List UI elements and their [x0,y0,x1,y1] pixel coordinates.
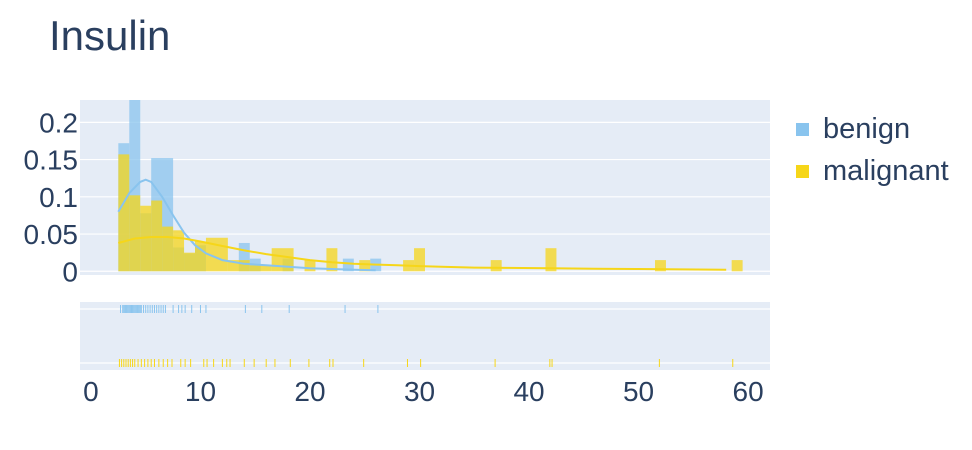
histogram-bar-malignant [359,260,371,272]
rug-plot-area [80,302,770,370]
y-tick-label: 0.05 [24,219,79,250]
legend-label-malignant: malignant [823,154,949,187]
histogram-bar-malignant [414,248,425,272]
legend-item-malignant[interactable]: malignant [796,150,949,192]
histogram-bar-malignant [655,260,666,272]
histogram-bar-malignant [304,260,316,272]
rug-malignant [118,359,734,367]
legend-swatch-malignant [796,164,809,178]
chart-title: Insulin [49,12,171,59]
x-tick-label: 0 [83,376,99,407]
histogram-bar-malignant [129,195,141,272]
y-tick-label: 0.2 [39,107,78,138]
kde-curve-malignant [118,236,727,271]
y-tick-label: 0 [62,256,78,287]
histogram-bar-malignant [140,205,152,272]
histogram-bar-malignant [173,230,185,272]
histogram-bar-malignant [151,200,163,272]
histogram-bar-malignant [162,226,174,272]
legend-swatch-benign [796,122,809,136]
histogram-bar-malignant [184,252,195,272]
x-tick-label: 40 [513,376,544,407]
legend-item-benign[interactable]: benign [796,108,949,150]
histogram-bar-benign [342,258,354,272]
histogram-bar-malignant [326,248,338,272]
x-tick-label: 60 [733,376,764,407]
y-tick-label: 0.1 [39,182,78,213]
histogram-bar-benign [129,100,141,272]
rug-benign [120,305,379,313]
histogram-bar-malignant [731,260,743,272]
x-tick-label: 10 [185,376,216,407]
histogram-bar-malignant [195,241,206,272]
histogram-bar-malignant [545,248,557,272]
histogram-bar-malignant [490,260,502,272]
y-tick-label: 0.15 [24,145,79,176]
x-tick-label: 20 [294,376,325,407]
histogram-bar-malignant [249,265,272,272]
legend-label-benign: benign [823,112,911,145]
histogram-bar-malignant [118,154,130,272]
histogram-bar-malignant [227,260,250,272]
x-tick-label: 30 [404,376,435,407]
x-tick-label: 50 [623,376,654,407]
histogram-bar-benign [238,242,250,272]
kde-curve-benign [117,178,376,272]
legend: benign malignant [796,108,949,192]
